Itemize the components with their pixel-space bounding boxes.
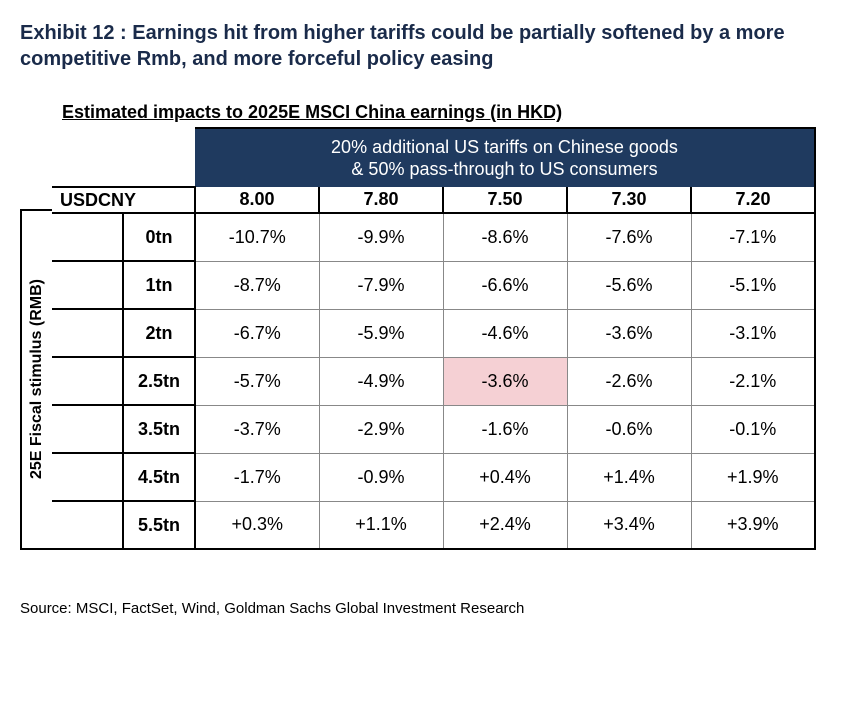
- table-cell: -7.6%: [567, 213, 691, 261]
- table-cell-highlight: -3.6%: [443, 357, 567, 405]
- source-line: Source: MSCI, FactSet, Wind, Goldman Sac…: [20, 600, 828, 617]
- table-cell: -2.6%: [567, 357, 691, 405]
- table-cell: -10.7%: [195, 213, 319, 261]
- table-cell: +3.4%: [567, 501, 691, 549]
- col-header: 7.20: [691, 187, 815, 213]
- table-cell: -5.1%: [691, 261, 815, 309]
- table-cell: -4.9%: [319, 357, 443, 405]
- row-header: 1tn: [123, 261, 195, 309]
- table-cell: -8.6%: [443, 213, 567, 261]
- table-cell: -3.6%: [567, 309, 691, 357]
- table-cell: +2.4%: [443, 501, 567, 549]
- exhibit-title: Exhibit 12 : Earnings hit from higher ta…: [20, 20, 800, 72]
- row-header: 2.5tn: [123, 357, 195, 405]
- table-cell: -1.7%: [195, 453, 319, 501]
- table-title: Estimated impacts to 2025E MSCI China ea…: [62, 102, 828, 123]
- row-header: 5.5tn: [123, 501, 195, 549]
- table-cell: -7.9%: [319, 261, 443, 309]
- table-cell: -5.6%: [567, 261, 691, 309]
- table-cell: -0.1%: [691, 405, 815, 453]
- table-cell: -4.6%: [443, 309, 567, 357]
- row-header: 4.5tn: [123, 453, 195, 501]
- table-cell: +1.9%: [691, 453, 815, 501]
- row-header: 3.5tn: [123, 405, 195, 453]
- row-axis-label-text: 25E Fiscal stimulus (RMB): [28, 279, 46, 479]
- col-axis-label: USDCNY: [52, 187, 195, 213]
- scenario-header-line1: 20% additional US tariffs on Chinese goo…: [331, 137, 678, 157]
- table-cell: -2.1%: [691, 357, 815, 405]
- col-header: 7.50: [443, 187, 567, 213]
- table-cell: -6.6%: [443, 261, 567, 309]
- row-axis-label: 25E Fiscal stimulus (RMB): [20, 209, 52, 550]
- table-cell: -0.9%: [319, 453, 443, 501]
- table-cell: -7.1%: [691, 213, 815, 261]
- table-wrapper: 25E Fiscal stimulus (RMB) 20% additional…: [20, 127, 828, 550]
- earnings-table: 20% additional US tariffs on Chinese goo…: [52, 127, 816, 550]
- table-cell: -9.9%: [319, 213, 443, 261]
- table-cell: +0.4%: [443, 453, 567, 501]
- table-cell: -3.7%: [195, 405, 319, 453]
- table-cell: +3.9%: [691, 501, 815, 549]
- row-header: 0tn: [123, 213, 195, 261]
- table-cell: -8.7%: [195, 261, 319, 309]
- col-header: 8.00: [195, 187, 319, 213]
- table-cell: -5.7%: [195, 357, 319, 405]
- table-cell: -3.1%: [691, 309, 815, 357]
- scenario-header: 20% additional US tariffs on Chinese goo…: [195, 128, 815, 187]
- table-cell: -6.7%: [195, 309, 319, 357]
- scenario-header-line2: & 50% pass-through to US consumers: [351, 159, 657, 179]
- table-cell: -5.9%: [319, 309, 443, 357]
- table-cell: -1.6%: [443, 405, 567, 453]
- col-header: 7.80: [319, 187, 443, 213]
- col-header: 7.30: [567, 187, 691, 213]
- row-header: 2tn: [123, 309, 195, 357]
- table-cell: +1.4%: [567, 453, 691, 501]
- table-cell: -2.9%: [319, 405, 443, 453]
- table-cell: +1.1%: [319, 501, 443, 549]
- table-cell: -0.6%: [567, 405, 691, 453]
- table-cell: +0.3%: [195, 501, 319, 549]
